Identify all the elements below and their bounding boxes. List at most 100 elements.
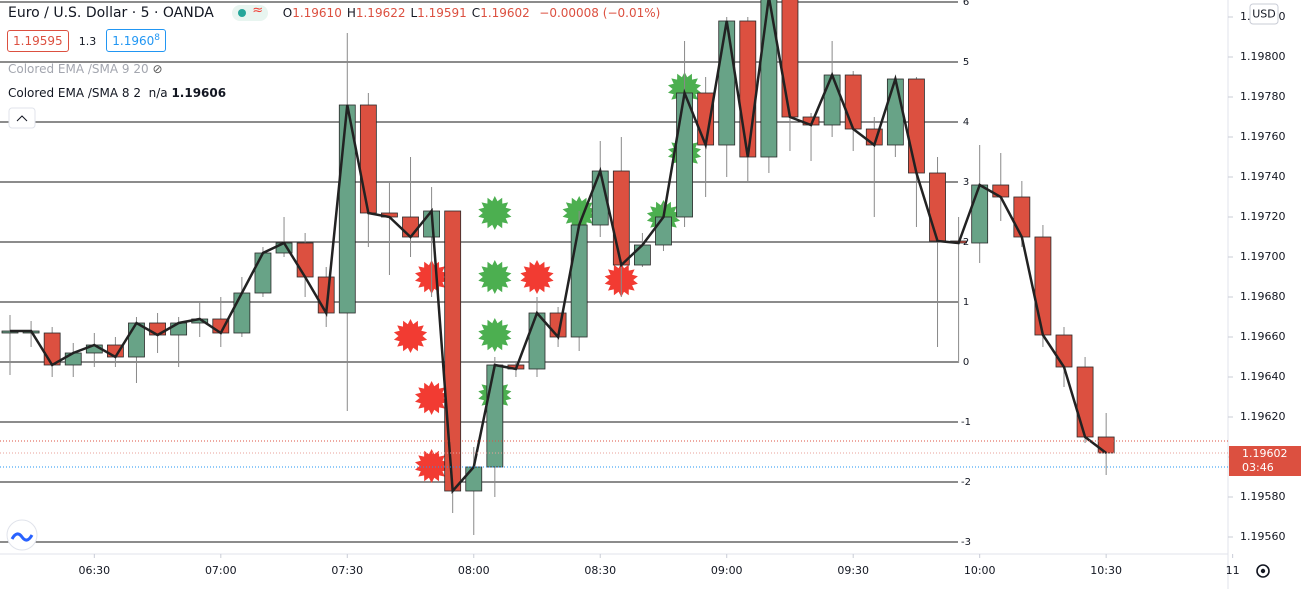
x-tick-label: 09:30 bbox=[837, 564, 869, 577]
ohlc-key: O bbox=[282, 6, 293, 20]
status-dot bbox=[238, 9, 247, 17]
currency-button[interactable] bbox=[1249, 3, 1279, 25]
bid-box[interactable]: 1.19595 bbox=[7, 30, 69, 52]
signal-marker bbox=[478, 196, 512, 230]
hidden-icon[interactable]: ⊘ bbox=[152, 62, 163, 76]
signal-marker bbox=[478, 318, 512, 352]
candle-body bbox=[528, 312, 546, 370]
logo-mark[interactable] bbox=[10, 532, 34, 542]
candle-layer bbox=[1, 0, 1115, 535]
x-tick-label: 10:00 bbox=[964, 564, 996, 577]
candle-body bbox=[128, 322, 145, 358]
y-tick-label: 1.19560 bbox=[1240, 530, 1286, 543]
gear-ring[interactable] bbox=[1256, 564, 1270, 578]
ask-box[interactable]: 1.19608 bbox=[106, 29, 167, 52]
countdown-label: 03:46 bbox=[1242, 461, 1274, 474]
indicator-1: Colored EMA /SMA 9 20 ⊘ bbox=[8, 62, 163, 76]
x-tick-label: 11 bbox=[1226, 564, 1240, 577]
level-label: 0 bbox=[963, 357, 969, 368]
ask-price: 1.1960 bbox=[112, 34, 155, 48]
x-tick-label: 10:30 bbox=[1090, 564, 1122, 577]
level-label: 6 bbox=[963, 0, 969, 8]
status-pill: ≈ bbox=[232, 3, 269, 21]
candle-body bbox=[444, 210, 462, 492]
level-label: 5 bbox=[963, 57, 969, 68]
signal-marker bbox=[520, 260, 554, 294]
x-tick-label: 09:00 bbox=[711, 564, 743, 577]
logo[interactable] bbox=[6, 519, 38, 551]
level-label: 2 bbox=[963, 237, 969, 248]
collapse-icon[interactable] bbox=[16, 115, 28, 122]
indicator-value: n/a bbox=[148, 86, 168, 100]
y-tick-label: 1.19780 bbox=[1240, 90, 1286, 103]
candle-body bbox=[760, 0, 778, 158]
candle-body bbox=[823, 74, 841, 126]
y-tick-label: 1.19620 bbox=[1240, 410, 1286, 423]
symbol-title: Euro / U.S. Dollar · 5 · OANDA bbox=[8, 5, 214, 21]
candle-body bbox=[486, 364, 504, 468]
level-label: -3 bbox=[961, 537, 971, 548]
collapse-button[interactable] bbox=[8, 107, 36, 129]
candle-body bbox=[1097, 436, 1115, 454]
spread: 1.3 bbox=[78, 35, 97, 48]
signal-layer bbox=[393, 72, 702, 483]
candle-body bbox=[612, 170, 630, 266]
gear-hub[interactable] bbox=[1260, 568, 1266, 574]
y-tick-label: 1.19760 bbox=[1240, 130, 1286, 143]
signal-marker bbox=[393, 319, 428, 353]
y-tick-label: 1.19720 bbox=[1240, 210, 1286, 223]
last-price-box bbox=[1229, 446, 1301, 476]
y-tick-label: 1.19740 bbox=[1240, 170, 1286, 183]
last-price-label: 1.19602 bbox=[1242, 447, 1288, 460]
ohlc-value: 1.19591 bbox=[417, 6, 467, 20]
level-label: 1 bbox=[963, 297, 969, 308]
candle-body bbox=[781, 0, 799, 118]
candle-body bbox=[296, 242, 314, 278]
y-tick-label: 1.19640 bbox=[1240, 370, 1286, 383]
ohlc-value: 1.19610 bbox=[292, 6, 342, 20]
candle-body bbox=[1076, 366, 1094, 438]
ohlc-value: 1.19622 bbox=[355, 6, 406, 20]
candle-body bbox=[908, 78, 925, 174]
level-label: -2 bbox=[961, 477, 971, 488]
status-wave: ≈ bbox=[252, 3, 264, 18]
level-layer bbox=[0, 1, 958, 543]
candle-body bbox=[886, 78, 904, 146]
candle-body bbox=[655, 216, 672, 246]
currency-label[interactable]: USD bbox=[1252, 8, 1276, 21]
ohlc-value: 1.19602 bbox=[480, 6, 530, 20]
candle-body bbox=[929, 172, 946, 242]
header: Euro / U.S. Dollar · 5 · OANDA ≈ O1.1961… bbox=[8, 3, 661, 21]
y-tick-label: 1.19700 bbox=[1240, 250, 1286, 263]
signal-marker bbox=[415, 381, 449, 415]
signal-marker bbox=[478, 260, 512, 294]
candle-body bbox=[676, 92, 693, 218]
candle-body bbox=[739, 20, 757, 158]
candle-body bbox=[465, 466, 483, 492]
candle-body bbox=[1034, 236, 1052, 336]
ohlc-key: L bbox=[410, 6, 418, 20]
y-tick-label: 1.19660 bbox=[1240, 330, 1286, 343]
indicator-2: Colored EMA /SMA 8 2 n/a 1.19606 bbox=[8, 86, 226, 100]
change: −0.00008 (−0.01%) bbox=[539, 6, 661, 20]
candle-body bbox=[1055, 334, 1073, 368]
x-tick-label: 07:00 bbox=[205, 564, 237, 577]
x-tick-label: 08:30 bbox=[584, 564, 616, 577]
x-tick-label: 07:30 bbox=[331, 564, 363, 577]
candle-body bbox=[402, 216, 419, 238]
candle-body bbox=[570, 224, 588, 338]
ohlc-legend: O1.19610 H1.19622 L1.19591 C1.19602 bbox=[283, 6, 535, 20]
level-label: 4 bbox=[963, 117, 969, 128]
candle-body bbox=[359, 104, 377, 214]
settings-gear[interactable] bbox=[1256, 564, 1270, 578]
level-label: 3 bbox=[963, 177, 969, 188]
y-tick-label: 1.19580 bbox=[1240, 490, 1286, 503]
level-label: -1 bbox=[961, 417, 971, 428]
ohlc-key: C bbox=[471, 6, 481, 20]
y-tick-label: 1.19800 bbox=[1240, 50, 1286, 63]
x-tick-label: 06:30 bbox=[78, 564, 110, 577]
candle-body bbox=[43, 332, 61, 366]
signal-marker bbox=[415, 449, 449, 483]
candle-body bbox=[971, 184, 989, 244]
